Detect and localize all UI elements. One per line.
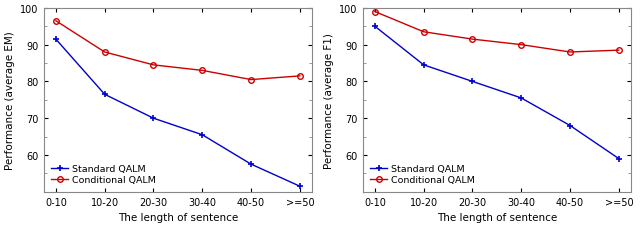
Y-axis label: Performance (average EM): Performance (average EM) [5, 31, 15, 169]
Conditional QALM [371, 11, 379, 14]
Standard QALM [615, 158, 623, 160]
Conditional QALM [101, 51, 109, 54]
Standard QALM [371, 26, 379, 29]
Conditional QALM [517, 44, 525, 47]
Standard QALM [420, 64, 428, 67]
Line: Standard QALM: Standard QALM [371, 24, 622, 162]
Conditional QALM [420, 31, 428, 34]
Line: Standard QALM: Standard QALM [52, 37, 303, 190]
Conditional QALM [468, 39, 476, 41]
Standard QALM [566, 125, 574, 127]
X-axis label: The length of sentence: The length of sentence [118, 212, 238, 222]
Line: Conditional QALM: Conditional QALM [53, 19, 303, 83]
Conditional QALM [247, 79, 255, 81]
Conditional QALM [566, 51, 574, 54]
Standard QALM [517, 97, 525, 100]
Conditional QALM [198, 70, 206, 72]
Standard QALM [101, 94, 109, 96]
X-axis label: The length of sentence: The length of sentence [436, 212, 557, 222]
Y-axis label: Performance (average F1): Performance (average F1) [324, 33, 334, 168]
Line: Conditional QALM: Conditional QALM [372, 10, 621, 56]
Standard QALM [296, 185, 304, 188]
Standard QALM [247, 163, 255, 166]
Conditional QALM [296, 75, 304, 78]
Conditional QALM [52, 20, 60, 23]
Standard QALM [198, 134, 206, 136]
Legend: Standard QALM, Conditional QALM: Standard QALM, Conditional QALM [49, 162, 159, 187]
Conditional QALM [150, 64, 157, 67]
Standard QALM [52, 39, 60, 41]
Legend: Standard QALM, Conditional QALM: Standard QALM, Conditional QALM [367, 162, 477, 187]
Standard QALM [468, 81, 476, 83]
Conditional QALM [615, 49, 623, 52]
Standard QALM [150, 117, 157, 120]
